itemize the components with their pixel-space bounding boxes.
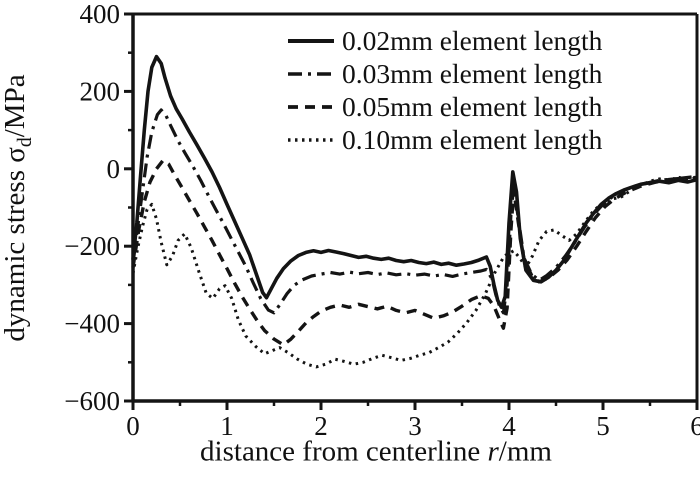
x-axis-title: distance from centerline r/mm <box>200 436 552 469</box>
series-line-dashed <box>131 158 698 347</box>
series-line-dotted <box>131 175 698 369</box>
x-axis-title-text: distance from centerline <box>200 435 488 468</box>
y-axis-title-units: /MPa <box>0 74 32 138</box>
series-line-dash-dot <box>131 108 698 315</box>
y-axis-title: dynamic stress σd/MPa <box>0 74 37 341</box>
x-tick-label: 0 <box>126 411 140 441</box>
legend-label: 0.03mm element length <box>342 58 603 89</box>
y-tick-label: −400 <box>64 309 120 339</box>
x-tick-label: 6 <box>690 411 700 441</box>
y-tick-label: −600 <box>64 386 120 416</box>
legend-label: 0.02mm element length <box>342 25 603 56</box>
x-tick-label: 1 <box>220 411 234 441</box>
legend-label: 0.10mm element length <box>342 124 603 155</box>
y-tick-label: 0 <box>107 154 121 184</box>
x-axis-title-symbol: r <box>487 435 499 468</box>
legend-label: 0.05mm element length <box>342 91 603 122</box>
x-tick-label: 4 <box>502 411 516 441</box>
y-tick-label: 200 <box>80 76 121 106</box>
x-tick-label: 5 <box>596 411 610 441</box>
y-axis-title-subscript: d <box>13 137 36 148</box>
x-tick-label: 3 <box>408 411 422 441</box>
y-tick-label: −200 <box>64 231 120 261</box>
x-tick-label: 2 <box>314 411 328 441</box>
y-tick-label: 400 <box>80 0 121 29</box>
x-axis-title-units: /mm <box>498 435 552 468</box>
y-axis-title-text: dynamic stress σ <box>0 147 32 342</box>
